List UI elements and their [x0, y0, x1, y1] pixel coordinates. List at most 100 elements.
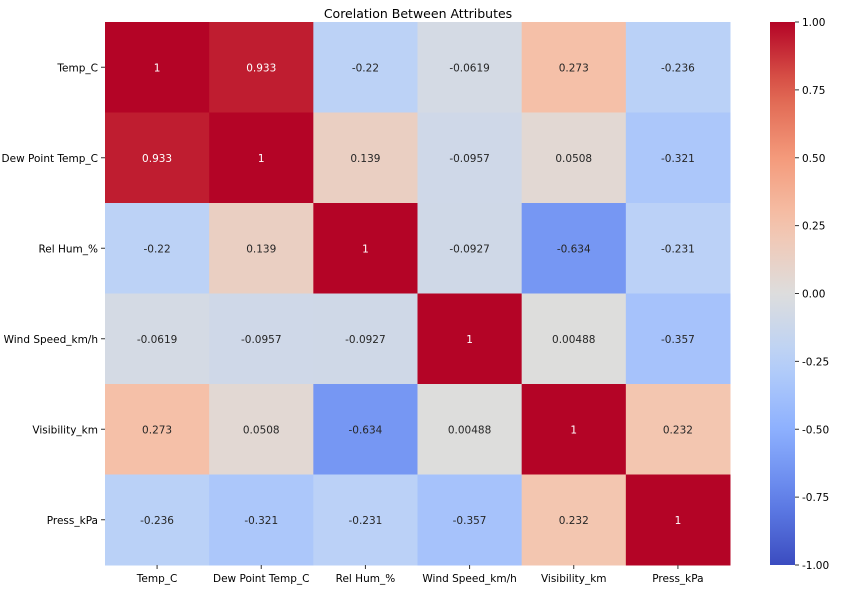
heatmap-cell: [105, 112, 210, 204]
heatmap-cell: [625, 22, 731, 113]
cell-value-label: 1: [258, 153, 265, 165]
heatmap-cell: [521, 112, 627, 204]
cell-value-label: 1: [570, 424, 577, 436]
colorbar-tick-label: 0.25: [802, 221, 825, 233]
cell-value-label: -0.231: [661, 243, 695, 255]
colorbar-tick-label: -0.50: [802, 424, 829, 436]
colorbar-tick-label: 1.00: [802, 17, 825, 29]
colorbar-tick-label: -1.00: [802, 560, 829, 572]
cell-value-label: -0.0927: [449, 243, 490, 255]
heatmap-cell: [417, 22, 523, 113]
heatmap-cells: [105, 22, 731, 566]
cell-value-label: 0.139: [350, 153, 380, 165]
x-tick-label: Visibility_km: [541, 573, 607, 585]
colorbar-tick-label: -0.75: [802, 492, 829, 504]
heatmap-cell: [625, 474, 731, 566]
cell-value-label: 0.139: [246, 243, 276, 255]
heatmap-cell: [521, 203, 627, 294]
heatmap-cell: [521, 22, 627, 113]
y-tick-label: Press_kPa: [47, 515, 98, 527]
colorbar-tick-label: 0.50: [802, 153, 825, 165]
heatmap-cell: [313, 293, 418, 385]
cell-value-label: 0.232: [663, 424, 693, 436]
colorbar-tick-label: 0.75: [802, 85, 825, 97]
cell-value-label: -0.0957: [241, 334, 282, 346]
cell-value-label: -0.22: [352, 62, 379, 74]
heatmap-cell: [313, 22, 418, 113]
x-tick-label: Temp_C: [136, 573, 178, 585]
heatmap-cell: [521, 384, 627, 475]
cell-value-label: -0.0957: [449, 153, 490, 165]
heatmap-cell: [417, 293, 523, 385]
heatmap-cell: [209, 384, 314, 475]
chart-title: Corelation Between Attributes: [324, 6, 512, 21]
cell-value-label: 0.933: [142, 153, 172, 165]
heatmap-cell: [313, 203, 418, 294]
cell-value-label: -0.236: [661, 62, 695, 74]
cell-value-label: -0.321: [661, 153, 695, 165]
cell-value-label: -0.357: [661, 334, 695, 346]
heatmap-cell: [521, 293, 627, 385]
cell-value-label: 0.232: [559, 515, 589, 527]
x-tick-label: Wind Speed_km/h: [422, 573, 516, 585]
colorbar-tick-label: 0.00: [802, 289, 825, 301]
colorbar: 1.00 0.75 0.50 0.25 0.00 -0.25 -0.50 -0.75 -1.00: [770, 17, 829, 572]
heatmap-cell: [313, 112, 418, 204]
y-tick-label: Wind Speed_km/h: [4, 334, 98, 346]
cell-value-label: 1: [466, 334, 473, 346]
heatmap-cell: [625, 293, 731, 385]
colorbar-gradient: [770, 22, 795, 565]
heatmap-cell: [417, 384, 523, 475]
cell-value-label: 0.0508: [555, 153, 592, 165]
cell-value-label: -0.0619: [137, 334, 178, 346]
heatmap-cell: [417, 474, 523, 566]
heatmap-cell: [105, 384, 210, 475]
heatmap-cell: [105, 203, 210, 294]
heatmap-cell: [209, 203, 314, 294]
heatmap-cell: [521, 474, 627, 566]
cell-value-label: -0.357: [453, 515, 487, 527]
heatmap-cell: [417, 203, 523, 294]
cell-value-label: -0.22: [143, 243, 170, 255]
colorbar-tick-label: -0.25: [802, 356, 829, 368]
x-tick-label: Dew Point Temp_C: [213, 573, 309, 585]
cell-value-label: -0.634: [348, 424, 382, 436]
cell-value-label: -0.634: [557, 243, 591, 255]
x-axis: Temp_C Dew Point Temp_C Rel Hum_% Wind Spee…: [136, 565, 704, 585]
cell-value-label: 1: [154, 62, 161, 74]
cell-value-label: 0.00488: [448, 424, 491, 436]
x-tick-label: Rel Hum_%: [336, 573, 396, 585]
heatmap-cell: [105, 474, 210, 566]
x-tick-label: Press_kPa: [652, 573, 703, 585]
heatmap-cell: [313, 474, 418, 566]
cell-value-label: 0.933: [246, 62, 276, 74]
cell-value-label: 0.00488: [552, 334, 595, 346]
cell-value-label: -0.236: [140, 515, 174, 527]
heatmap-cell: [209, 474, 314, 566]
cell-value-label: 0.273: [559, 62, 589, 74]
y-tick-label: Dew Point Temp_C: [2, 153, 98, 165]
heatmap-cell: [105, 293, 210, 385]
heatmap-cell: [209, 112, 314, 204]
y-tick-label: Temp_C: [56, 62, 98, 74]
cell-value-label: -0.321: [244, 515, 278, 527]
cell-value-label: 0.0508: [243, 424, 280, 436]
heatmap-cell: [209, 293, 314, 385]
cell-value-label: -0.231: [348, 515, 382, 527]
heatmap-cell: [209, 22, 314, 113]
heatmap-cell: [313, 384, 418, 475]
heatmap-cell: [625, 203, 731, 294]
heatmap-cell: [625, 112, 731, 204]
cell-value-label: -0.0927: [345, 334, 386, 346]
heatmap-cell: [417, 112, 523, 204]
cell-value-label: 1: [362, 243, 369, 255]
y-axis: Temp_C Dew Point Temp_C Rel Hum_% Wind Spee…: [2, 62, 105, 527]
y-tick-label: Rel Hum_%: [38, 243, 98, 255]
y-tick-label: Visibility_km: [32, 424, 98, 436]
heatmap-cell: [625, 384, 731, 475]
cell-value-label: 1: [675, 515, 682, 527]
heatmap-cell: [105, 22, 210, 113]
cell-value-label: -0.0619: [449, 62, 490, 74]
